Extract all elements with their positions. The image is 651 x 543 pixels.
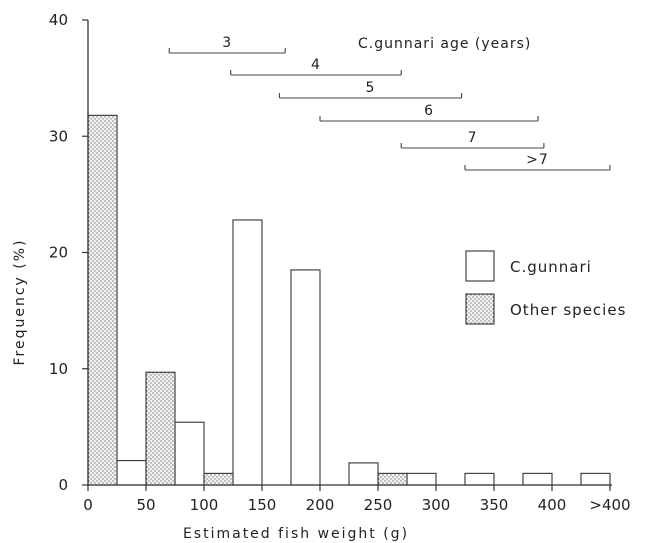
bar-gunnari-8	[580, 472, 611, 486]
x-tick-label: 250	[364, 496, 393, 514]
bar-gunnari-6	[464, 472, 495, 486]
age-range-label: 4	[311, 57, 321, 73]
legend-swatch-other	[465, 293, 495, 325]
bar-gunnari-7	[522, 472, 553, 486]
age-range-label: 6	[424, 103, 434, 119]
y-tick-label: 0	[58, 476, 68, 494]
legend-swatch-gunnari	[465, 250, 495, 282]
bar-gunnari-5	[406, 472, 437, 486]
y-tick-label: 10	[49, 360, 68, 378]
bar-other-species-1	[145, 371, 176, 486]
age-range-6: 6	[319, 103, 539, 122]
y-axis-ticks: 0 10 20 30 40	[49, 11, 88, 494]
age-range-label: 7	[468, 130, 478, 146]
y-axis-title: Frequency (%)	[12, 238, 28, 365]
x-tick-label: 400	[538, 496, 567, 514]
bar-gunnari-4	[348, 462, 379, 486]
x-tick-label: 200	[306, 496, 335, 514]
x-axis-ticks: 0 50 100 150 200 250 300 350 400 >400	[83, 485, 631, 514]
x-tick-label: 150	[248, 496, 277, 514]
bar-other-species-2	[203, 472, 234, 486]
x-tick-label: 100	[190, 496, 219, 514]
bars-layer	[87, 114, 611, 486]
x-axis-title: Estimated fish weight (g)	[183, 526, 409, 542]
age-range-4: 4	[230, 57, 402, 76]
age-annotation-title: C.gunnari age (years)	[358, 36, 531, 52]
bar-other-species-0	[87, 114, 118, 486]
age-range-label: 3	[222, 35, 232, 51]
legend-label-gunnari: C.gunnari	[510, 258, 592, 276]
age-range-gt7: >7	[464, 152, 611, 171]
x-tick-label: 0	[83, 496, 93, 514]
bar-gunnari-3	[290, 269, 321, 486]
age-range-7: 7	[400, 130, 545, 149]
legend-label-other: Other species	[510, 301, 626, 319]
x-tick-label: 350	[480, 496, 509, 514]
y-tick-label: 20	[49, 244, 68, 262]
age-range-label: >7	[526, 152, 549, 168]
age-range-5: 5	[278, 80, 463, 99]
bar-gunnari-2	[232, 219, 263, 486]
x-tick-label: 300	[422, 496, 451, 514]
bar-gunnari-1	[174, 421, 205, 486]
bar-other-species-3	[377, 472, 408, 486]
x-tick-label: 50	[136, 496, 155, 514]
bar-gunnari-0	[116, 460, 147, 486]
age-range-label: 5	[365, 80, 375, 96]
age-ranges: 3 4 5 6 7 >7	[168, 35, 611, 171]
y-tick-label: 40	[49, 11, 68, 29]
y-tick-label: 30	[49, 127, 68, 145]
legend: C.gunnari Other species	[465, 250, 626, 325]
x-tick-label: >400	[589, 496, 630, 514]
age-range-3: 3	[168, 35, 286, 54]
